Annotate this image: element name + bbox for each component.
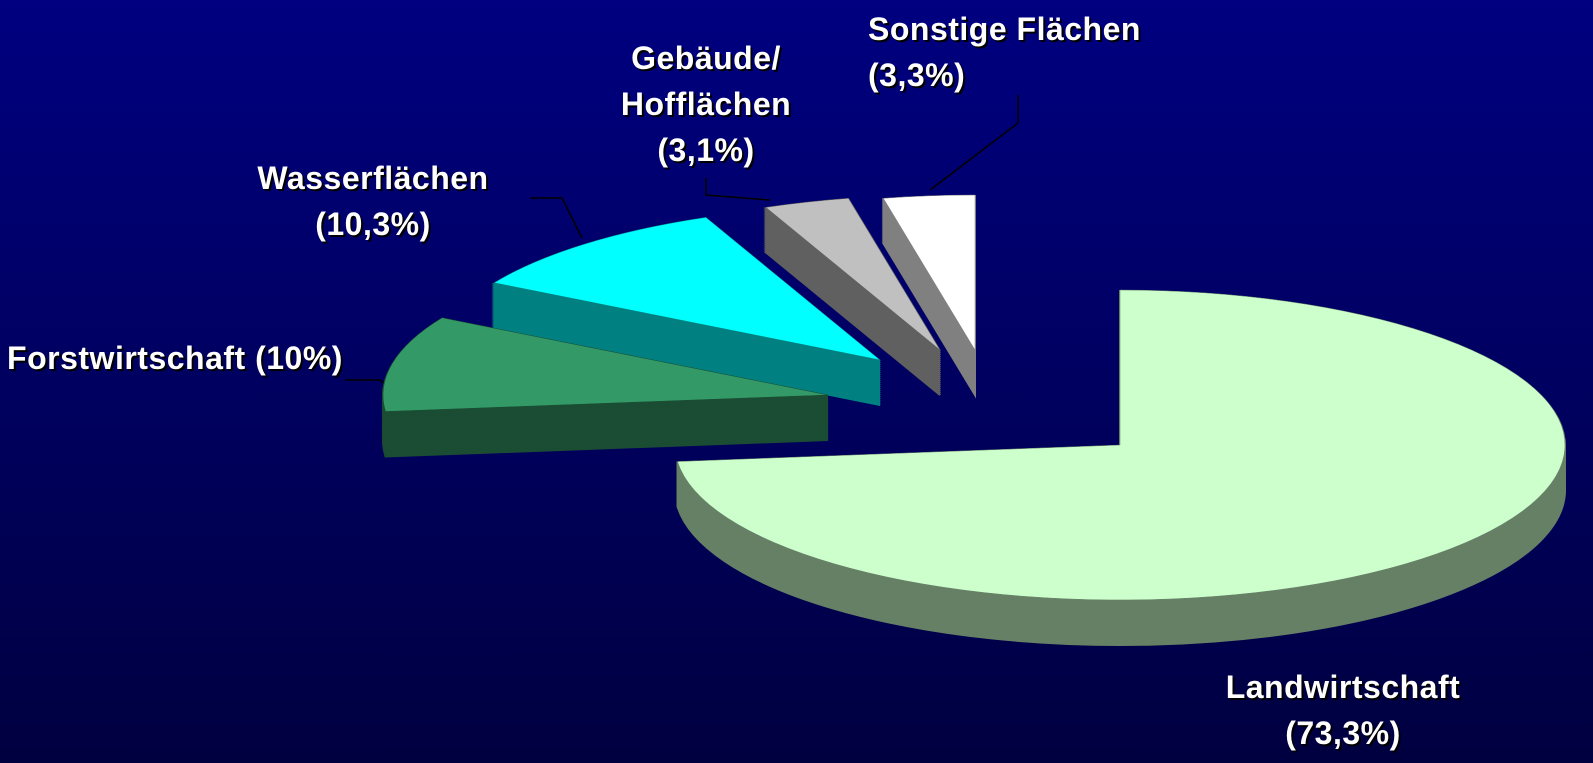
leader-line	[345, 379, 386, 385]
pie-slice	[382, 317, 829, 412]
pie-slice	[882, 194, 976, 351]
leader-line	[530, 197, 583, 239]
value-label: (10%)	[255, 340, 343, 376]
pie-slice	[493, 217, 881, 361]
value-label: (3,3%)	[868, 57, 966, 93]
category-label: Landwirtschaft	[1225, 669, 1461, 705]
slice-label: Wasserflächen (10,3%)	[218, 155, 528, 247]
pie-slice	[765, 198, 941, 351]
category-label: Wasserflächen	[257, 160, 489, 196]
slice-label: Sonstige Flächen (3,3%)	[868, 6, 1168, 98]
category-label: Sonstige Flächen	[868, 11, 1141, 47]
slice-label: Forstwirtschaft (10%)	[5, 335, 345, 381]
pie-slice	[677, 289, 1566, 601]
value-label: (3,1%)	[657, 132, 755, 168]
category-label: Gebäude/ Hofflächen	[620, 40, 792, 122]
value-label: (10,3%)	[315, 206, 431, 242]
slice-label: Landwirtschaft (73,3%)	[1178, 664, 1508, 756]
value-label: (73,3%)	[1285, 715, 1401, 751]
slice-label: Gebäude/ Hofflächen (3,1%)	[586, 35, 826, 173]
leader-line	[705, 178, 771, 201]
category-label: Forstwirtschaft	[7, 340, 246, 376]
leader-line	[929, 95, 1019, 191]
